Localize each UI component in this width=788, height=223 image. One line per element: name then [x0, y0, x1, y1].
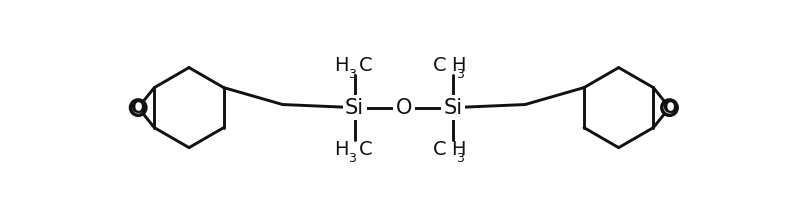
Text: H: H	[452, 56, 466, 75]
Text: Si: Si	[444, 98, 463, 118]
Text: 3: 3	[348, 152, 356, 165]
Text: 3: 3	[456, 68, 464, 81]
Text: H: H	[452, 140, 466, 159]
Text: O: O	[662, 99, 677, 117]
Text: O: O	[396, 98, 412, 118]
Text: C: C	[359, 140, 372, 159]
Text: 3: 3	[348, 68, 356, 81]
Text: O: O	[131, 99, 146, 117]
Circle shape	[131, 100, 146, 115]
Text: 3: 3	[456, 152, 464, 165]
Text: Si: Si	[345, 98, 364, 118]
Text: C: C	[433, 56, 447, 75]
Circle shape	[662, 100, 677, 115]
Text: C: C	[359, 56, 372, 75]
Text: H: H	[334, 140, 348, 159]
Text: C: C	[433, 140, 447, 159]
Text: H: H	[334, 56, 348, 75]
